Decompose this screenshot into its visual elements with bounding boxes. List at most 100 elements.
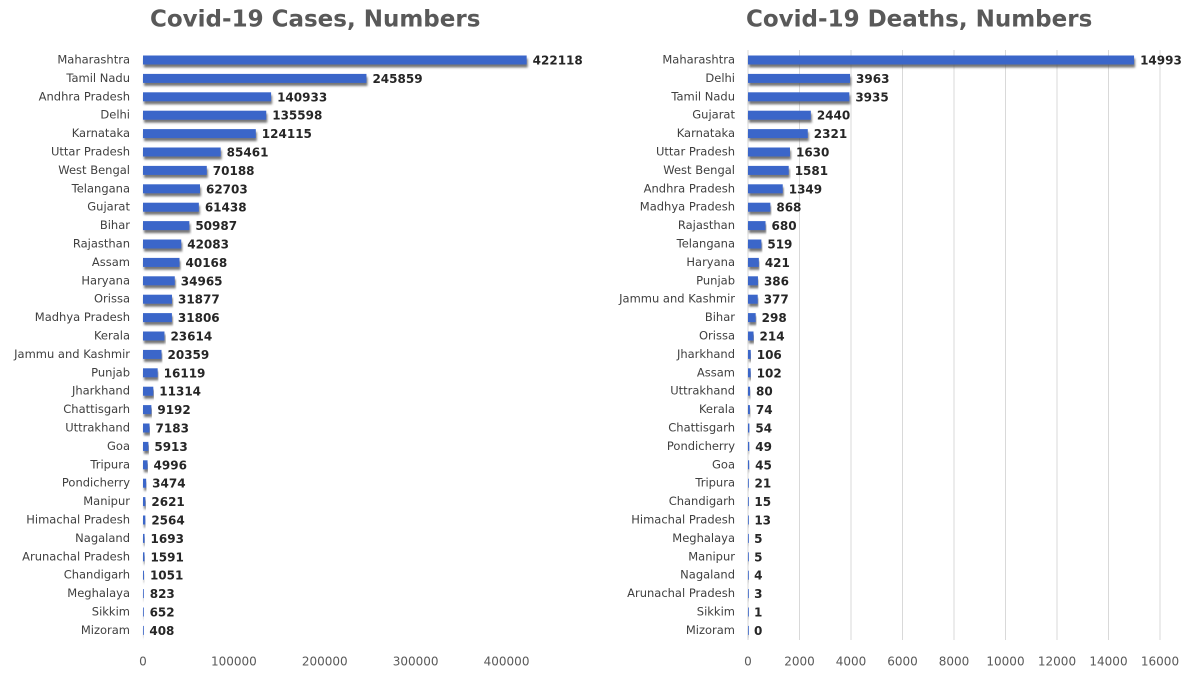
bar: [143, 276, 175, 286]
category-label: Karnataka: [677, 126, 735, 140]
value-label: 13: [754, 514, 771, 528]
category-label: Meghalaya: [672, 531, 735, 545]
bar: [748, 165, 789, 175]
bar: [748, 533, 749, 543]
value-label: 7183: [156, 422, 189, 436]
value-label: 21: [755, 477, 772, 491]
bar: [143, 110, 267, 120]
value-label: 4: [754, 569, 762, 583]
category-label: Arunachal Pradesh: [22, 549, 130, 563]
category-label: Pondicherry: [62, 476, 130, 490]
category-label: Himachal Pradesh: [26, 513, 130, 527]
category-label: West Bengal: [58, 163, 130, 177]
bar: [748, 184, 783, 194]
bar: [748, 331, 754, 341]
bar: [748, 313, 756, 323]
value-label: 5: [754, 532, 762, 546]
bar: [143, 515, 146, 525]
bar: [748, 55, 1135, 65]
category-label: Jharkhand: [676, 347, 735, 361]
chart-title: Covid-19 Deaths, Numbers: [746, 7, 1092, 33]
bar: [748, 589, 749, 599]
category-label: Bihar: [100, 218, 130, 232]
value-label: 245859: [372, 72, 422, 86]
value-label: 14993: [1140, 54, 1182, 68]
category-label: Gujarat: [692, 108, 735, 122]
category-label: Goa: [712, 457, 735, 471]
category-label: Jharkhand: [71, 384, 130, 398]
value-label: 2440: [817, 109, 850, 123]
value-label: 20359: [168, 348, 210, 362]
category-label: Maharashtra: [57, 53, 130, 67]
category-label: Rajasthan: [73, 237, 130, 251]
category-label: Chattisgarh: [668, 421, 735, 435]
value-label: 124115: [262, 127, 312, 141]
bar: [143, 625, 144, 635]
category-label: Gujarat: [87, 200, 130, 214]
value-label: 1693: [151, 532, 184, 546]
x-tick-label: 300000: [393, 655, 439, 669]
bar: [143, 202, 199, 212]
bar: [748, 73, 851, 83]
category-label: Sikkim: [92, 605, 130, 619]
value-label: 3474: [152, 477, 185, 491]
value-label: 1591: [150, 550, 183, 564]
value-label: 3: [754, 587, 762, 601]
category-label: Uttar Pradesh: [656, 145, 735, 159]
value-label: 31806: [178, 311, 220, 325]
category-label: Jammu and Kashmir: [13, 347, 130, 361]
category-label: Telangana: [71, 181, 130, 195]
bar: [143, 607, 144, 617]
bar: [748, 239, 762, 249]
value-label: 50987: [195, 219, 237, 233]
chart-title: Covid-19 Cases, Numbers: [150, 7, 480, 33]
value-label: 1581: [795, 164, 828, 178]
value-label: 40168: [186, 256, 228, 270]
category-label: Orissa: [699, 329, 735, 343]
value-label: 2621: [151, 495, 184, 509]
bar: [748, 625, 749, 635]
bar: [748, 129, 808, 139]
value-label: 408: [149, 624, 174, 638]
category-label: Himachal Pradesh: [631, 513, 735, 527]
bar: [143, 441, 149, 451]
value-label: 868: [776, 201, 801, 215]
bar: [748, 110, 811, 120]
category-label: Karnataka: [72, 126, 130, 140]
bar: [748, 423, 750, 433]
category-label: Orissa: [94, 292, 130, 306]
bar: [143, 460, 148, 470]
value-label: 377: [764, 293, 789, 307]
value-label: 1349: [789, 182, 822, 196]
value-label: 386: [764, 274, 789, 288]
x-tick-label: 100000: [211, 655, 257, 669]
bar: [748, 441, 750, 451]
value-label: 70188: [213, 164, 255, 178]
bar: [748, 92, 850, 102]
bar: [748, 202, 771, 212]
value-label: 102: [757, 366, 782, 380]
value-label: 421: [765, 256, 790, 270]
x-tick-label: 12000: [1038, 655, 1076, 669]
category-label: West Bengal: [663, 163, 735, 177]
category-label: Manipur: [83, 494, 130, 508]
value-label: 2321: [814, 127, 847, 141]
category-label: Mizoram: [686, 623, 735, 637]
bar: [143, 478, 147, 488]
value-label: 34965: [181, 274, 223, 288]
bar: [143, 147, 221, 157]
value-label: 2564: [151, 514, 184, 528]
value-label: 1630: [796, 146, 829, 160]
bar: [143, 386, 154, 396]
value-label: 1051: [150, 569, 183, 583]
category-label: Punjab: [696, 273, 735, 287]
bar: [748, 349, 751, 359]
value-label: 1: [754, 606, 762, 620]
category-label: Bihar: [705, 310, 735, 324]
value-label: 140933: [277, 90, 327, 104]
value-label: 680: [772, 219, 797, 233]
category-label: Uttar Pradesh: [51, 145, 130, 159]
category-label: Jammu and Kashmir: [618, 292, 735, 306]
bar: [748, 386, 751, 396]
category-label: Assam: [92, 255, 130, 269]
